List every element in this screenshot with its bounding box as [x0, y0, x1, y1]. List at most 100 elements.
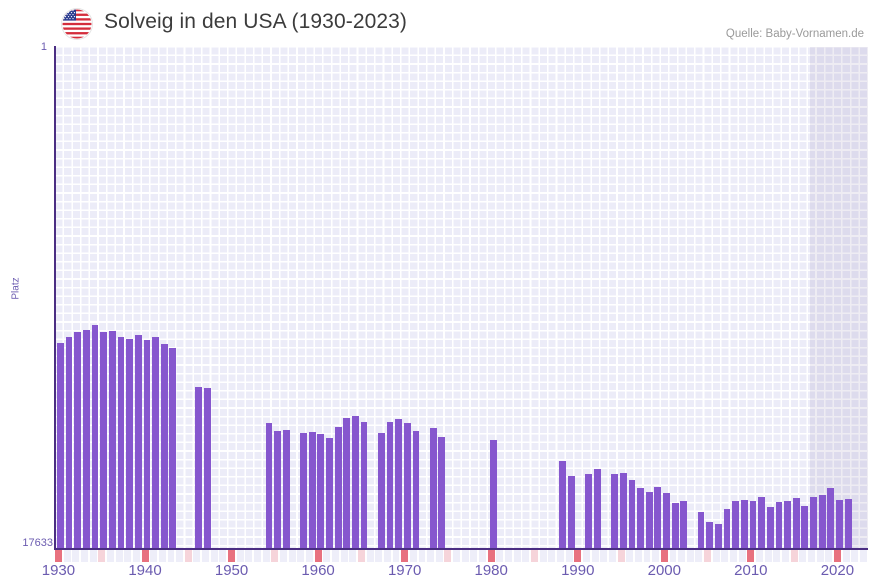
bar-1938[interactable]	[126, 338, 134, 549]
bar-1940[interactable]	[143, 340, 151, 549]
x-tick-marker-decade	[487, 550, 495, 562]
x-tick-marker	[678, 550, 686, 562]
bar-2021[interactable]	[836, 500, 843, 549]
bar-2009[interactable]	[732, 501, 740, 549]
bar-1939[interactable]	[134, 334, 142, 549]
x-tick-marker	[427, 550, 435, 562]
x-tick-marker	[807, 550, 815, 562]
bar-1933[interactable]	[82, 330, 90, 549]
x-tick-marker-decade	[660, 550, 668, 562]
bar-2011[interactable]	[749, 500, 757, 549]
bar-1965[interactable]	[352, 416, 359, 549]
x-tick-marker	[634, 550, 642, 562]
bar-2017[interactable]	[801, 505, 809, 549]
bar-1935[interactable]	[100, 331, 108, 549]
bar-1997[interactable]	[628, 479, 636, 549]
unranked-shaded-region	[809, 47, 868, 549]
bar-1975[interactable]	[438, 437, 446, 549]
x-tick-marker	[773, 550, 781, 562]
bar-1981[interactable]	[490, 440, 498, 549]
bar-1990[interactable]	[568, 476, 575, 549]
bar-2019[interactable]	[818, 495, 826, 549]
bar-1970[interactable]	[395, 418, 403, 549]
x-tick-marker	[851, 550, 859, 562]
x-tick-marker	[842, 550, 850, 562]
x-axis-tick-label: 1940	[128, 562, 162, 579]
bar-1969[interactable]	[386, 422, 394, 549]
x-tick-marker	[280, 550, 287, 562]
bar-1937[interactable]	[117, 336, 125, 549]
bar-1962[interactable]	[326, 437, 333, 549]
bar-1963[interactable]	[334, 427, 342, 549]
bar-1974[interactable]	[429, 428, 437, 549]
bar-1932[interactable]	[74, 332, 82, 549]
page-title: Solveig in den USA (1930-2023)	[104, 10, 408, 33]
bar-2010[interactable]	[740, 500, 748, 549]
bar-1964[interactable]	[343, 418, 351, 549]
x-axis-tick-label: 2020	[820, 562, 855, 579]
x-tick-marker	[150, 550, 158, 562]
bar-1956[interactable]	[274, 431, 282, 549]
bar-1961[interactable]	[317, 433, 325, 549]
bar-2016[interactable]	[792, 498, 800, 549]
x-tick-marker	[730, 550, 738, 562]
bar-1942[interactable]	[160, 344, 168, 549]
bar-1998[interactable]	[637, 488, 644, 549]
bar-1943[interactable]	[169, 348, 177, 549]
x-tick-marker	[115, 550, 123, 562]
x-tick-marker	[331, 550, 339, 562]
bar-2012[interactable]	[758, 496, 766, 549]
x-tick-marker	[383, 550, 391, 562]
bar-1989[interactable]	[559, 460, 567, 549]
bar-2014[interactable]	[775, 502, 783, 549]
bar-1941[interactable]	[152, 337, 159, 549]
x-tick-marker	[652, 550, 660, 562]
bar-1992[interactable]	[585, 473, 593, 549]
bar-2013[interactable]	[766, 507, 774, 549]
bar-2006[interactable]	[706, 521, 714, 549]
bar-1936[interactable]	[108, 330, 116, 549]
bar-1966[interactable]	[360, 422, 368, 549]
bar-2008[interactable]	[723, 509, 731, 549]
bar-1993[interactable]	[593, 469, 601, 549]
bar-1931[interactable]	[65, 337, 73, 549]
bar-1971[interactable]	[403, 422, 411, 549]
bar-1968[interactable]	[377, 433, 385, 549]
x-tick-marker	[271, 550, 279, 562]
bar-2003[interactable]	[680, 501, 688, 549]
bar-2020[interactable]	[827, 488, 835, 549]
bar-2001[interactable]	[663, 492, 670, 549]
bar-1934[interactable]	[91, 325, 99, 549]
x-axis-tick-label: 2000	[647, 562, 681, 579]
bar-2018[interactable]	[810, 497, 817, 549]
bar-2000[interactable]	[654, 487, 662, 549]
x-tick-marker	[202, 550, 210, 562]
bar-2007[interactable]	[714, 523, 722, 549]
bar-1955[interactable]	[265, 423, 273, 549]
bar-2002[interactable]	[671, 503, 679, 549]
bar-1972[interactable]	[412, 431, 420, 549]
bar-1947[interactable]	[204, 388, 211, 549]
bar-2022[interactable]	[844, 498, 852, 549]
x-tick-marker	[262, 550, 270, 562]
x-tick-marker	[219, 550, 227, 562]
bar-1957[interactable]	[282, 430, 290, 549]
bar-1960[interactable]	[308, 431, 316, 549]
bar-2015[interactable]	[784, 500, 791, 549]
bar-2005[interactable]	[697, 511, 705, 549]
bar-1946[interactable]	[195, 387, 203, 549]
x-tick-marker	[825, 550, 833, 562]
bar-1930[interactable]	[57, 343, 64, 549]
x-tick-marker	[738, 550, 746, 562]
bar-1959[interactable]	[300, 433, 307, 549]
x-tick-marker	[859, 550, 867, 562]
x-tick-marker	[626, 550, 634, 562]
x-tick-marker	[245, 550, 253, 562]
x-tick-marker	[210, 550, 218, 562]
bar-1995[interactable]	[611, 474, 619, 549]
x-tick-marker	[764, 550, 772, 562]
x-tick-marker-decade	[747, 550, 755, 562]
bar-1999[interactable]	[645, 491, 653, 549]
bar-1996[interactable]	[619, 473, 627, 549]
x-tick-marker	[669, 550, 677, 562]
